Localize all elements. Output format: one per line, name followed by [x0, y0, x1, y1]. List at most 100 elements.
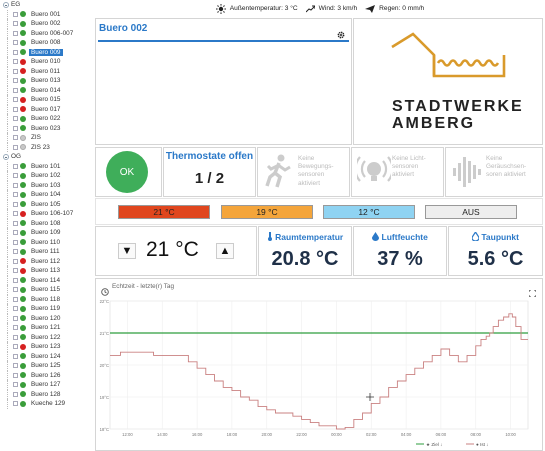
tree-item[interactable]: Buero 110 — [0, 237, 93, 248]
tree-item[interactable]: Kueche 129 — [0, 399, 93, 409]
expand-toggle-icon[interactable] — [13, 306, 18, 312]
room-temperature-value: 20.8 °C — [271, 248, 339, 270]
expand-toggle-icon[interactable] — [13, 211, 18, 217]
expand-toggle-icon[interactable] — [13, 21, 18, 27]
tree-item[interactable]: Buero 123 — [0, 342, 93, 352]
expand-toggle-icon[interactable] — [13, 201, 18, 207]
preset-21-button[interactable]: 21 °C — [118, 205, 210, 219]
tree-item[interactable]: Buero 011 — [0, 66, 93, 77]
tree-item[interactable]: Buero 125 — [0, 361, 93, 371]
expand-toggle-icon[interactable] — [13, 192, 18, 198]
tree-item[interactable]: Buero 118 — [0, 294, 93, 305]
tree-item[interactable]: Buero 010 — [0, 57, 93, 67]
setpoint-down-button[interactable]: ▼ — [118, 243, 136, 259]
expand-toggle-icon[interactable] — [13, 287, 18, 293]
light-sensor-caption: Keine Licht- sensoren aktiviert — [392, 155, 426, 179]
expand-toggle-icon[interactable] — [13, 49, 18, 55]
tree-item[interactable]: Buero 008 — [0, 38, 93, 48]
expand-toggle-icon[interactable] — [13, 220, 18, 226]
ok-status-button[interactable]: OK — [106, 151, 148, 193]
preset-19-button[interactable]: 19 °C — [221, 205, 313, 219]
collapse-icon[interactable] — [3, 1, 9, 8]
tree-item[interactable]: Buero 114 — [0, 275, 93, 286]
tree-group-eg[interactable]: EG — [0, 0, 93, 10]
tree-item[interactable]: Buero 002 — [0, 19, 93, 29]
expand-toggle-icon[interactable] — [13, 87, 18, 93]
expand-toggle-icon[interactable] — [13, 258, 18, 264]
tree-item[interactable]: Buero 109 — [0, 228, 93, 238]
setpoint-up-button[interactable]: ▲ — [216, 243, 234, 259]
tree-item[interactable]: Buero 128 — [0, 389, 93, 400]
expand-toggle-icon[interactable] — [13, 30, 18, 36]
expand-toggle-icon[interactable] — [13, 277, 18, 283]
expand-toggle-icon[interactable] — [13, 182, 18, 188]
tree-item[interactable]: Buero 127 — [0, 380, 93, 390]
expand-toggle-icon[interactable] — [13, 163, 18, 169]
tree-item[interactable]: Buero 014 — [0, 85, 93, 96]
tree-item[interactable]: Buero 108 — [0, 218, 93, 229]
expand-toggle-icon[interactable] — [13, 391, 18, 397]
expand-toggle-icon[interactable] — [13, 78, 18, 84]
tree-item[interactable]: Buero 115 — [0, 285, 93, 295]
tree-item[interactable]: Buero 104 — [0, 190, 93, 200]
expand-toggle-icon[interactable] — [13, 106, 18, 112]
tree-item[interactable]: Buero 102 — [0, 171, 93, 181]
tree-item[interactable]: Buero 009 — [0, 47, 93, 58]
expand-toggle-icon[interactable] — [13, 68, 18, 74]
tree-item[interactable]: Buero 113 — [0, 266, 93, 276]
tree-item[interactable]: Buero 124 — [0, 351, 93, 362]
expand-toggle-icon[interactable] — [13, 334, 18, 340]
expand-toggle-icon[interactable] — [13, 325, 18, 331]
expand-toggle-icon[interactable] — [13, 363, 18, 369]
tree-item[interactable]: Buero 105 — [0, 199, 93, 210]
tree-item[interactable]: Buero 122 — [0, 332, 93, 343]
tree-item[interactable]: Buero 121 — [0, 323, 93, 333]
tree-item[interactable]: Buero 006-007 — [0, 28, 93, 39]
expand-toggle-icon[interactable] — [13, 372, 18, 378]
tree-item[interactable]: Buero 106-107 — [0, 209, 93, 219]
expand-toggle-icon[interactable] — [13, 296, 18, 302]
tree-group-og[interactable]: OG — [0, 152, 93, 162]
tree-item[interactable]: Buero 111 — [0, 247, 93, 257]
tree-item-label: Buero 120 — [31, 314, 61, 322]
tree-item[interactable]: Buero 017 — [0, 104, 93, 115]
status-dot-icon — [20, 353, 26, 360]
tree-item[interactable]: Buero 001 — [0, 9, 93, 20]
expand-toggle-icon[interactable] — [13, 144, 18, 150]
preset-off-button[interactable]: AUS — [425, 205, 517, 219]
expand-toggle-icon[interactable] — [13, 125, 18, 131]
expand-toggle-icon[interactable] — [13, 401, 18, 407]
tree-item[interactable]: Buero 119 — [0, 304, 93, 314]
expand-toggle-icon[interactable] — [13, 59, 18, 65]
expand-toggle-icon[interactable] — [13, 40, 18, 46]
expand-toggle-icon[interactable] — [13, 135, 18, 141]
tree-item[interactable]: Buero 022 — [0, 114, 93, 124]
expand-toggle-icon[interactable] — [13, 116, 18, 122]
tree-item-label: Kueche 129 — [31, 400, 66, 408]
collapse-icon[interactable] — [3, 153, 9, 160]
expand-toggle-icon[interactable] — [13, 173, 18, 179]
expand-toggle-icon[interactable] — [13, 315, 18, 321]
preset-12-button[interactable]: 12 °C — [323, 205, 415, 219]
tree-item[interactable]: Buero 015 — [0, 95, 93, 105]
expand-toggle-icon[interactable] — [13, 249, 18, 255]
tree-item[interactable]: Buero 013 — [0, 76, 93, 86]
expand-toggle-icon[interactable] — [13, 268, 18, 274]
gear-icon[interactable] — [337, 26, 345, 44]
tree-item[interactable]: ZIS 23 — [0, 142, 93, 153]
tree-item[interactable]: Buero 126 — [0, 370, 93, 381]
tree-item[interactable]: ZIS — [0, 133, 93, 143]
tree-item[interactable]: Buero 023 — [0, 123, 93, 134]
expand-toggle-icon[interactable] — [13, 382, 18, 388]
expand-toggle-icon[interactable] — [13, 97, 18, 103]
expand-toggle-icon[interactable] — [13, 239, 18, 245]
tree-item[interactable]: Buero 120 — [0, 313, 93, 324]
expand-toggle-icon[interactable] — [13, 11, 18, 17]
expand-toggle-icon[interactable] — [13, 344, 18, 350]
expand-toggle-icon[interactable] — [13, 353, 18, 359]
tree-item[interactable]: Buero 103 — [0, 180, 93, 191]
expand-toggle-icon[interactable] — [13, 230, 18, 236]
tree-item[interactable]: Buero 112 — [0, 256, 93, 267]
tree-item[interactable]: Buero 101 — [0, 161, 93, 172]
temperature-chart[interactable]: 22°C 21°C 20°C 19°C 18°C 12:00 14:00 16:00 18:00… — [96, 279, 544, 451]
